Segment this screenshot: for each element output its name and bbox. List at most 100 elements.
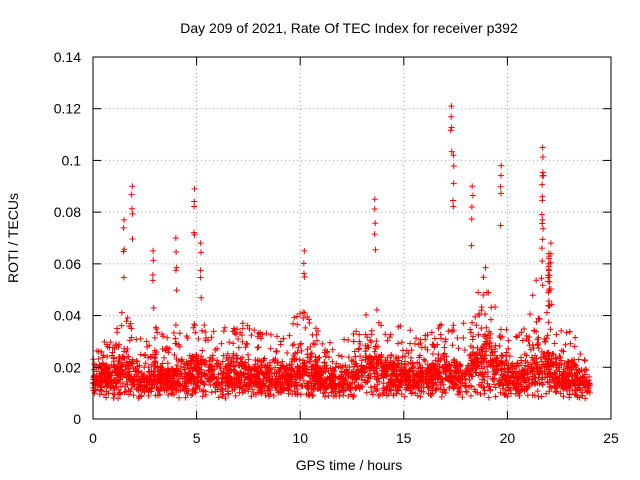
- data-point: [489, 375, 496, 382]
- data-point: [379, 367, 386, 374]
- data-point: [481, 384, 488, 391]
- data-point: [498, 366, 505, 373]
- data-point: [483, 289, 490, 296]
- data-point: [192, 381, 199, 388]
- data-point: [280, 371, 287, 378]
- data-point: [171, 351, 178, 358]
- data-point: [393, 370, 400, 377]
- data-point: [336, 382, 343, 389]
- data-point: [432, 363, 439, 370]
- data-point: [148, 368, 155, 375]
- data-point: [431, 344, 438, 351]
- data-point: [127, 377, 134, 384]
- data-point: [109, 349, 116, 356]
- data-point: [441, 350, 448, 357]
- data-point: [539, 236, 546, 243]
- data-point: [381, 370, 388, 377]
- data-point: [425, 384, 432, 391]
- data-point: [487, 387, 494, 394]
- data-point: [193, 352, 200, 359]
- data-point: [422, 357, 429, 364]
- data-point: [542, 338, 549, 345]
- data-point: [125, 368, 132, 375]
- data-point: [330, 393, 337, 400]
- data-point: [154, 380, 161, 387]
- data-point: [284, 349, 291, 356]
- data-point: [513, 333, 520, 340]
- data-point: [581, 356, 588, 363]
- data-point: [566, 391, 573, 398]
- data-point: [245, 385, 252, 392]
- data-point: [394, 361, 401, 368]
- data-point: [248, 393, 255, 400]
- x-tick-label: 5: [193, 430, 201, 446]
- data-point: [293, 382, 300, 389]
- data-point: [547, 259, 554, 266]
- data-point: [533, 359, 540, 366]
- data-point: [121, 389, 128, 396]
- data-point: [184, 375, 191, 382]
- data-point: [239, 389, 246, 396]
- data-point: [330, 377, 337, 384]
- data-point: [497, 183, 504, 190]
- data-point: [239, 320, 246, 327]
- data-point: [164, 360, 171, 367]
- data-point: [161, 354, 168, 361]
- y-tick-label: 0.12: [54, 101, 81, 117]
- data-point: [493, 363, 500, 370]
- data-point: [242, 344, 249, 351]
- data-point: [320, 369, 327, 376]
- data-point: [449, 342, 456, 349]
- x-tick-label: 10: [292, 430, 308, 446]
- data-point: [395, 340, 402, 347]
- data-point: [395, 323, 402, 330]
- data-point: [202, 329, 209, 336]
- data-point: [567, 340, 574, 347]
- grid-layer: [93, 57, 611, 419]
- data-point: [107, 339, 114, 346]
- data-point: [468, 242, 475, 249]
- data-point: [120, 248, 127, 255]
- data-point: [263, 371, 270, 378]
- data-point: [230, 325, 237, 332]
- data-point: [171, 367, 178, 374]
- data-point: [296, 370, 303, 377]
- data-point: [395, 364, 402, 371]
- data-point: [406, 387, 413, 394]
- data-point: [111, 391, 118, 398]
- data-point: [221, 324, 228, 331]
- data-point: [372, 220, 379, 227]
- data-point: [297, 375, 304, 382]
- data-point: [566, 379, 573, 386]
- data-point: [183, 358, 190, 365]
- data-point: [247, 374, 254, 381]
- data-point: [425, 365, 432, 372]
- data-point: [321, 385, 328, 392]
- data-point: [199, 327, 206, 334]
- data-point: [197, 240, 204, 247]
- data-point: [540, 225, 547, 232]
- data-point: [572, 387, 579, 394]
- data-point: [306, 358, 313, 365]
- data-point: [511, 363, 518, 370]
- data-point: [558, 347, 565, 354]
- data-point: [480, 333, 487, 340]
- data-point: [144, 379, 151, 386]
- data-point: [245, 356, 252, 363]
- data-point: [232, 331, 239, 338]
- data-point: [184, 362, 191, 369]
- data-point: [497, 326, 504, 333]
- data-point: [362, 331, 369, 338]
- data-point: [321, 349, 328, 356]
- data-point: [448, 372, 455, 379]
- data-point: [524, 359, 531, 366]
- data-point: [190, 385, 197, 392]
- data-point: [489, 349, 496, 356]
- data-point: [429, 377, 436, 384]
- data-point: [492, 342, 499, 349]
- data-point: [478, 325, 485, 332]
- data-point: [254, 333, 261, 340]
- data-point: [222, 395, 229, 402]
- y-tick-label: 0.1: [62, 152, 82, 168]
- data-point: [503, 326, 510, 333]
